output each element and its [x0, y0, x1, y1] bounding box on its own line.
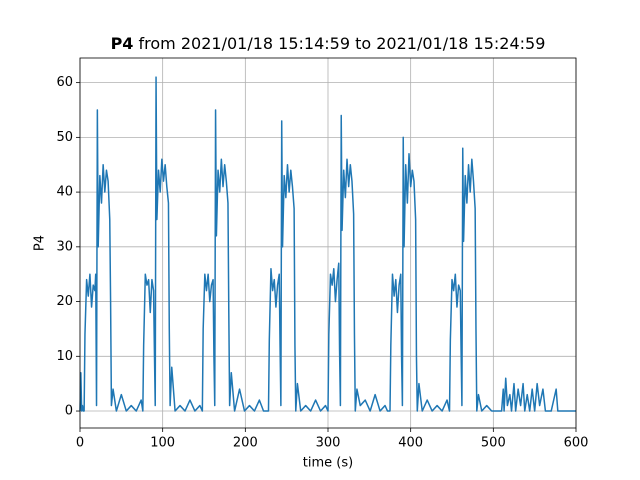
title-name: P4	[111, 34, 134, 53]
x-tick-label: 500	[481, 436, 506, 451]
y-tick-label: 0	[65, 404, 73, 419]
x-tick-label: 400	[398, 436, 423, 451]
y-tick-label: 40	[56, 185, 73, 200]
y-tick-label: 60	[56, 75, 73, 90]
data-line	[79, 76, 576, 412]
x-axis-label: time (s)	[303, 456, 353, 471]
chart-title: P4 from 2021/01/18 15:14:59 to 2021/01/1…	[111, 34, 546, 53]
plot-frame	[79, 57, 577, 429]
y-axis-label: P4	[33, 235, 48, 251]
x-tick-label: 100	[150, 436, 175, 451]
y-tick-label: 30	[56, 239, 73, 254]
x-tick-label: 200	[233, 436, 258, 451]
y-tick-label: 20	[56, 294, 73, 309]
x-tick-label: 300	[316, 436, 341, 451]
x-tick-label: 0	[76, 436, 84, 451]
y-tick-label: 10	[56, 349, 73, 364]
x-tick-label: 600	[564, 436, 589, 451]
y-tick-label: 50	[56, 130, 73, 145]
title-range: from 2021/01/18 15:14:59 to 2021/01/18 1…	[139, 34, 546, 53]
